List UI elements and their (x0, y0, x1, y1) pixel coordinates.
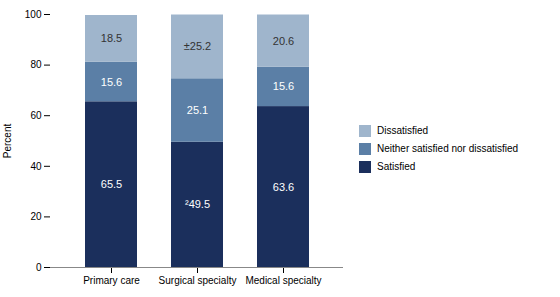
svg-text:63.6: 63.6 (273, 181, 294, 193)
svg-text:15.6: 15.6 (101, 76, 122, 88)
svg-text:18.5: 18.5 (101, 32, 122, 44)
svg-text:100: 100 (25, 9, 42, 20)
svg-text:Primary care: Primary care (83, 275, 140, 286)
svg-text:60: 60 (30, 110, 42, 121)
svg-text:25.1: 25.1 (187, 104, 208, 116)
svg-text:±25.2: ±25.2 (184, 40, 211, 52)
svg-text:Surgical specialty: Surgical specialty (159, 275, 237, 286)
svg-text:²49.5: ²49.5 (185, 198, 210, 210)
svg-text:40: 40 (30, 161, 42, 172)
html-text:Satisfied: Satisfied (377, 161, 416, 172)
html-text:Neither satisfied nor dissatis: Neither satisfied nor dissatisfied (377, 143, 519, 154)
svg-text:20.6: 20.6 (273, 35, 294, 47)
svg-text:65.5: 65.5 (101, 178, 122, 190)
html-text:Dissatisfied: Dissatisfied (377, 125, 429, 136)
svg-text:0: 0 (36, 262, 42, 273)
svg-text:80: 80 (30, 59, 42, 70)
svg-text:Percent: Percent (2, 124, 13, 159)
svg-text:20: 20 (30, 211, 42, 222)
svg-text:15.6: 15.6 (273, 80, 294, 92)
svg-text:Medical specialty: Medical specialty (245, 275, 321, 286)
